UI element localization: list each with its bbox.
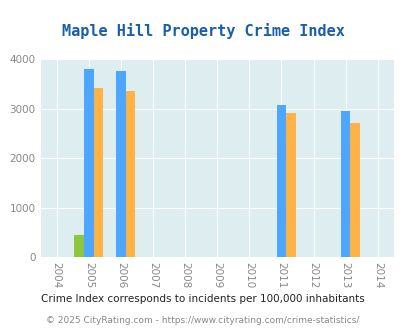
Bar: [74, 235, 84, 257]
Bar: [276, 105, 286, 257]
Bar: [340, 111, 350, 257]
Bar: [93, 88, 103, 257]
Bar: [286, 114, 295, 257]
Bar: [350, 123, 359, 257]
Bar: [126, 91, 135, 257]
Bar: [84, 69, 93, 257]
Text: Maple Hill Property Crime Index: Maple Hill Property Crime Index: [62, 23, 343, 39]
Text: © 2025 CityRating.com - https://www.cityrating.com/crime-statistics/: © 2025 CityRating.com - https://www.city…: [46, 316, 359, 325]
Bar: [116, 71, 126, 257]
Text: Crime Index corresponds to incidents per 100,000 inhabitants: Crime Index corresponds to incidents per…: [41, 294, 364, 304]
